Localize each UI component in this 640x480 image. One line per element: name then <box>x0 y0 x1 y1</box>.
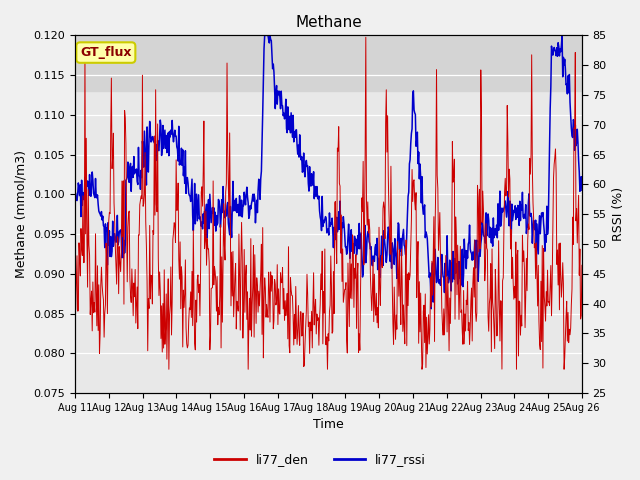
Legend: li77_den, li77_rssi: li77_den, li77_rssi <box>209 448 431 471</box>
Y-axis label: RSSI (%): RSSI (%) <box>612 187 625 241</box>
X-axis label: Time: Time <box>313 419 344 432</box>
Title: Methane: Methane <box>295 15 362 30</box>
Y-axis label: Methane (mmol/m3): Methane (mmol/m3) <box>15 150 28 278</box>
Text: GT_flux: GT_flux <box>80 46 132 59</box>
Bar <box>75 36 582 91</box>
